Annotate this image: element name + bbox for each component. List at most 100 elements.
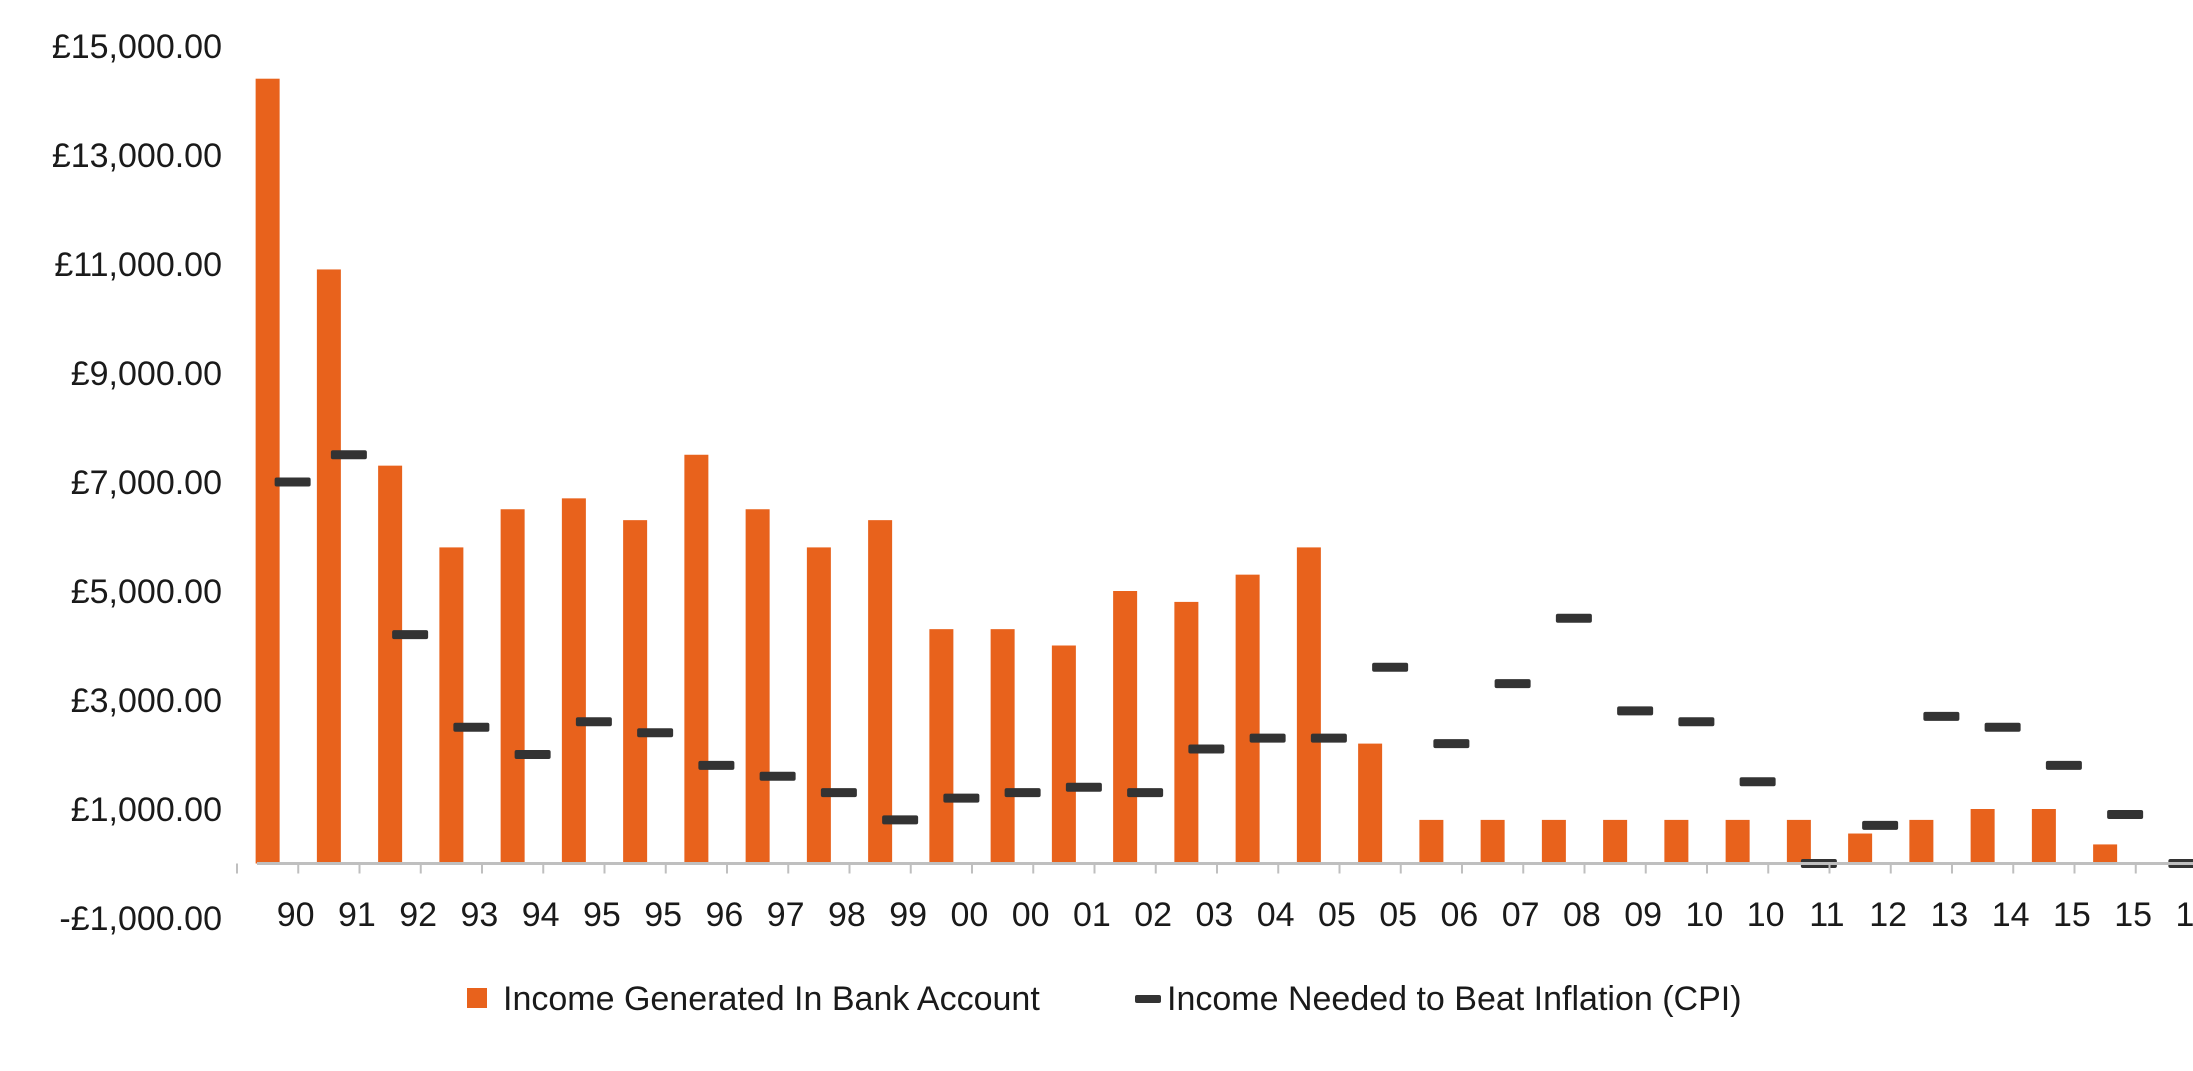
marker-income-needed <box>1739 777 1776 787</box>
bar-income-generated <box>1480 819 1505 864</box>
x-tick-label: 94 <box>522 896 560 934</box>
bar-series-income-generated <box>255 78 2118 864</box>
bar-income-generated <box>1296 547 1321 864</box>
marker-income-needed <box>1862 820 1899 830</box>
bar-income-generated <box>1603 819 1628 864</box>
y-tick-label: £5,000.00 <box>71 573 222 611</box>
y-tick-label: £9,000.00 <box>71 355 222 393</box>
y-tick-label: £7,000.00 <box>71 464 222 502</box>
x-tick-label: 15 <box>2053 896 2091 934</box>
marker-income-needed <box>637 728 674 738</box>
x-tick-label: 02 <box>1134 896 1172 934</box>
x-tick-label: 92 <box>399 896 437 934</box>
x-tick-label: 91 <box>338 896 376 934</box>
marker-income-needed <box>1372 662 1409 672</box>
marker-income-needed <box>392 630 429 640</box>
marker-income-needed <box>575 717 612 727</box>
bar-income-generated <box>2031 809 2056 864</box>
x-tick-label: 11 <box>1809 896 1844 934</box>
marker-income-needed <box>1923 711 1960 721</box>
legend-label-income-generated: Income Generated In Bank Account <box>503 980 1040 1018</box>
marker-income-needed <box>1249 733 1286 743</box>
bar-income-generated <box>439 547 464 864</box>
x-tick-label: 95 <box>644 896 682 934</box>
marker-income-needed <box>1065 782 1102 792</box>
marker-income-needed <box>1433 739 1470 749</box>
x-tick-label: 07 <box>1502 896 1540 934</box>
x-tick-label: 00 <box>1012 896 1050 934</box>
bar-income-generated <box>1419 819 1444 864</box>
x-tick-label: 12 <box>1869 896 1907 934</box>
x-tick-label: 98 <box>828 896 866 934</box>
marker-income-needed <box>1127 788 1164 798</box>
y-tick-label: £13,000.00 <box>52 137 222 175</box>
marker-income-needed <box>2045 760 2082 770</box>
bar-income-generated <box>1358 743 1383 864</box>
legend: Income Generated In Bank Account Income … <box>467 980 1742 1018</box>
bar-income-generated <box>2093 844 2118 864</box>
bar-income-generated <box>561 498 586 864</box>
bar-income-generated <box>806 547 831 864</box>
legend-swatch-income-generated <box>467 988 487 1008</box>
x-tick-label: 93 <box>460 896 498 934</box>
x-tick-label: 06 <box>1440 896 1478 934</box>
x-tick-label: 10 <box>1685 896 1723 934</box>
marker-income-needed <box>1617 706 1654 716</box>
x-tick-label: 96 <box>705 896 743 934</box>
bar-income-generated <box>255 78 280 864</box>
x-tick-label: 08 <box>1563 896 1601 934</box>
y-tick-label: -£1,000.00 <box>59 900 222 938</box>
marker-income-needed <box>330 450 367 460</box>
x-tick-label: 13 <box>1930 896 1968 934</box>
y-tick-label: £1,000.00 <box>71 791 222 829</box>
bar-income-generated <box>745 509 770 864</box>
bar-income-generated <box>1664 819 1689 864</box>
x-tick-label: 09 <box>1624 896 1662 934</box>
legend-swatch-income-needed <box>1135 995 1161 1003</box>
x-tick-label: 10 <box>1747 896 1785 934</box>
bar-income-generated <box>1848 833 1873 864</box>
marker-income-needed <box>2107 809 2144 819</box>
marker-income-needed <box>274 477 311 487</box>
marker-income-needed <box>1678 717 1715 727</box>
marker-income-needed <box>453 722 490 732</box>
bar-income-generated <box>316 269 341 864</box>
bar-income-generated <box>1113 591 1138 864</box>
bar-income-generated <box>1725 819 1750 864</box>
x-axis: 90 91 92 93 94 95 95 96 97 98 99 00 00 01 02 03 04 05 05 06… <box>236 862 2193 934</box>
marker-income-needed <box>943 793 980 803</box>
marker-income-needed <box>1188 744 1225 754</box>
bar-income-generated <box>1235 574 1260 864</box>
bar-income-generated <box>684 454 709 864</box>
bar-income-generated <box>378 465 403 864</box>
x-tick-label: 05 <box>1318 896 1356 934</box>
x-tick-label: 14 <box>1992 896 2030 934</box>
marker-income-needed <box>1310 733 1347 743</box>
bar-income-generated <box>623 520 648 864</box>
bar-income-generated <box>1970 809 1995 864</box>
bar-income-generated <box>1786 819 1811 864</box>
marker-income-needed <box>698 760 735 770</box>
x-tick-label: 16 <box>2175 896 2193 934</box>
marker-income-needed <box>1494 679 1531 689</box>
bar-income-generated <box>1541 819 1566 864</box>
marker-income-needed <box>514 750 551 759</box>
marker-income-needed <box>759 771 796 781</box>
x-tick-label: 00 <box>950 896 988 934</box>
marker-income-needed <box>1555 613 1592 623</box>
marker-income-needed <box>820 788 857 798</box>
y-tick-label: £3,000.00 <box>71 682 222 720</box>
legend-label-income-needed: Income Needed to Beat Inflation (CPI) <box>1167 980 1742 1018</box>
x-tick-label: 01 <box>1073 896 1111 934</box>
x-tick-label: 90 <box>277 896 315 934</box>
marker-income-needed <box>1004 788 1041 798</box>
bar-income-generated <box>500 509 525 864</box>
x-tick-label: 04 <box>1257 896 1295 934</box>
marker-series-income-needed <box>274 450 2193 868</box>
marker-income-needed <box>882 815 919 825</box>
x-tick-label: 03 <box>1195 896 1233 934</box>
bar-income-generated <box>868 520 893 864</box>
bar-income-generated <box>1051 645 1076 864</box>
x-tick-label: 99 <box>889 896 927 934</box>
